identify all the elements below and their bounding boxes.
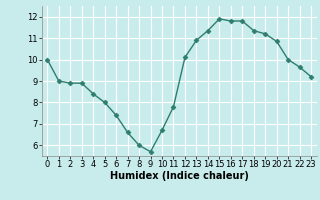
X-axis label: Humidex (Indice chaleur): Humidex (Indice chaleur) <box>110 171 249 181</box>
